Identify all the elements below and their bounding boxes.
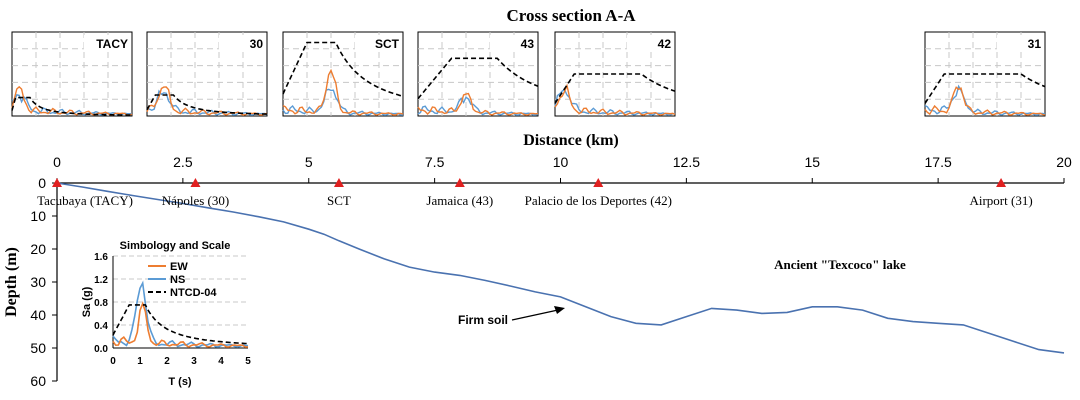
panel-label-background: [997, 35, 1043, 51]
spectrum-panel: 31: [924, 31, 1046, 117]
inset-background: [66, 236, 254, 394]
x-tick-label: 10: [553, 154, 569, 170]
x-tick-label: 5: [305, 154, 313, 170]
ew-spectrum-line: [282, 68, 404, 116]
spectrum-panel: TACY: [11, 31, 133, 117]
ns-spectrum-line: [282, 88, 403, 116]
spectrum-panel: 42: [554, 31, 676, 117]
x-axis-ticks: 0 2.5 5 7.5 10 12.5 15 17.5 20: [53, 154, 1072, 183]
firm-soil-annotation: Firm soil: [458, 313, 508, 327]
spectra-panels: TACY 30 SCT 43 42 31: [11, 31, 1046, 117]
x-tick-label: 7.5: [425, 154, 445, 170]
y-tick-label: 20: [30, 241, 46, 257]
panel-label: SCT: [375, 37, 400, 51]
x-tick-label: 2.5: [173, 154, 193, 170]
panel-label-background: [355, 35, 401, 51]
inset-x-tick-label: 5: [245, 356, 251, 367]
station-marker: [454, 178, 465, 187]
station-marker: [52, 178, 62, 187]
x-tick-label: 15: [804, 154, 820, 170]
panel-label-background: [490, 35, 536, 51]
panel-label: TACY: [96, 37, 128, 51]
panel-label: 43: [521, 37, 535, 51]
y-tick-label: 50: [30, 340, 46, 356]
inset-y-tick-label: 1.2: [94, 275, 108, 286]
ntcd-design-spectrum-line: [924, 73, 1046, 104]
station-marker: [996, 178, 1007, 187]
inset-title: Simbology and Scale: [120, 240, 231, 252]
panel-label: 30: [250, 37, 264, 51]
station-marker: [333, 178, 344, 187]
firm-soil-arrow-head: [554, 306, 565, 314]
y-tick-label: 60: [30, 373, 46, 389]
station-label: Tacubaya (TACY): [37, 193, 133, 208]
ew-spectrum-line: [417, 92, 539, 116]
panel-label-background: [84, 35, 130, 51]
station-label: Nápoles (30): [162, 193, 230, 208]
station-markers: Tacubaya (TACY) Nápoles (30) SCT Jamaica (4…: [37, 178, 1033, 208]
inset-y-tick-label: 0.0: [94, 344, 108, 355]
lake-annotation: Ancient "Texcoco" lake: [774, 257, 906, 272]
inset-y-tick-label: 0.8: [94, 298, 108, 309]
station-marker: [593, 178, 604, 187]
inset-x-axis-title: T (s): [168, 376, 192, 388]
ew-spectrum-line: [554, 83, 676, 116]
scale-inset: Simbology and Scale 0.0 0.4 0.8 1.2 1.6 0 1 2 3 4 5…: [66, 236, 254, 394]
panel-label-background: [219, 35, 265, 51]
y-tick-label: 10: [30, 208, 46, 224]
spectrum-panel: 43: [417, 31, 539, 117]
ntcd-design-spectrum-line: [282, 41, 404, 97]
station-label: Jamaica (43): [426, 193, 493, 208]
legend-entry: NTCD-04: [170, 287, 217, 299]
spectrum-panel: SCT: [282, 31, 404, 117]
panel-label: 42: [658, 37, 672, 51]
main-axes: [56, 182, 1064, 381]
legend-entry: NS: [170, 274, 185, 286]
legend-entry: EW: [170, 261, 188, 273]
ntcd-design-spectrum-line: [146, 94, 267, 115]
inset-x-tick-label: 3: [191, 356, 197, 367]
x-tick-label: 17.5: [925, 154, 952, 170]
y-axis-title: Depth (m): [3, 247, 20, 317]
inset-ew-line: [112, 301, 248, 348]
y-tick-label: 30: [30, 274, 46, 290]
inset-x-tick-label: 2: [164, 356, 170, 367]
inset-y-tick-label: 1.6: [94, 252, 108, 263]
y-tick-label: 40: [30, 307, 46, 323]
firm-soil-profile-line: [56, 182, 1065, 354]
panel-label: 31: [1028, 37, 1042, 51]
ew-spectrum-line: [924, 86, 1046, 116]
panel-label-background: [627, 35, 673, 51]
station-label: Airport (31): [969, 193, 1032, 208]
inset-y-tick-label: 0.4: [94, 321, 108, 332]
firm-soil-arrow-line: [511, 309, 559, 321]
inset-x-tick-label: 1: [137, 356, 143, 367]
inset-x-tick-label: 0: [110, 356, 116, 367]
inset-ntcd-line: [112, 304, 249, 345]
x-tick-label: 0: [53, 154, 61, 170]
station-label: SCT: [327, 193, 351, 208]
x-tick-label: 20: [1056, 154, 1072, 170]
inset-y-axis-title: Sa (g): [81, 286, 93, 317]
chart-title: Cross section A-A: [506, 6, 636, 25]
y-tick-label: 0: [38, 175, 46, 191]
station-marker: [190, 178, 201, 187]
spectrum-panel: 30: [146, 31, 268, 117]
inset-ns-line: [112, 280, 249, 348]
ntcd-design-spectrum-line: [11, 96, 132, 116]
ntcd-design-spectrum-line: [554, 73, 676, 104]
y-axis-ticks: 0 10 20 30 40 50 60: [30, 175, 57, 389]
x-axis-title: Distance (km): [523, 132, 619, 149]
x-tick-label: 12.5: [673, 154, 700, 170]
inset-x-tick-label: 4: [218, 356, 224, 367]
station-label: Palacio de los Deportes (42): [525, 193, 672, 208]
